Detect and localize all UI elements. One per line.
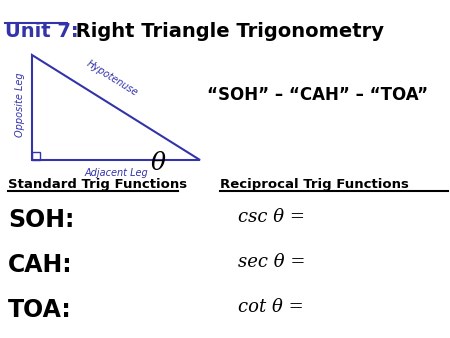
Text: SOH:: SOH: bbox=[8, 208, 74, 232]
Text: Standard Trig Functions: Standard Trig Functions bbox=[8, 178, 187, 191]
Text: Opposite Leg: Opposite Leg bbox=[15, 73, 25, 137]
Text: Unit 7:: Unit 7: bbox=[5, 22, 79, 41]
Text: sec θ =: sec θ = bbox=[238, 253, 306, 271]
Text: Hypotenuse: Hypotenuse bbox=[85, 58, 140, 98]
Text: “SOH” – “CAH” – “TOA”: “SOH” – “CAH” – “TOA” bbox=[207, 86, 428, 104]
Text: Right Triangle Trigonometry: Right Triangle Trigonometry bbox=[69, 22, 384, 41]
Text: Reciprocal Trig Functions: Reciprocal Trig Functions bbox=[220, 178, 409, 191]
Text: θ: θ bbox=[150, 152, 166, 175]
Text: CAH:: CAH: bbox=[8, 253, 72, 277]
Text: TOA:: TOA: bbox=[8, 298, 72, 322]
Text: cot θ =: cot θ = bbox=[238, 298, 304, 316]
Text: Adjacent Leg: Adjacent Leg bbox=[84, 168, 148, 178]
Text: csc θ =: csc θ = bbox=[238, 208, 305, 226]
